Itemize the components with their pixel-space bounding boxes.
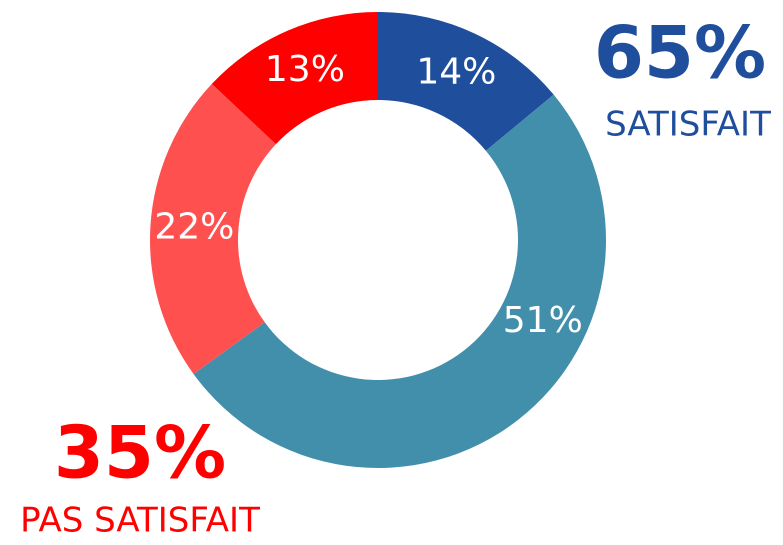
data-label: 13% <box>265 49 345 90</box>
annotation: 35% <box>54 411 226 495</box>
donut-slice <box>149 83 276 375</box>
donut-slice <box>193 94 607 469</box>
annotation: SATISFAIT <box>605 105 771 145</box>
data-label: 51% <box>503 300 583 341</box>
donut-slice <box>378 12 554 151</box>
annotation: 65% <box>594 11 766 95</box>
data-label: 22% <box>154 206 234 247</box>
donut-slice <box>211 12 378 145</box>
data-label: 14% <box>416 52 496 93</box>
annotation: PAS SATISFAIT <box>20 501 260 541</box>
